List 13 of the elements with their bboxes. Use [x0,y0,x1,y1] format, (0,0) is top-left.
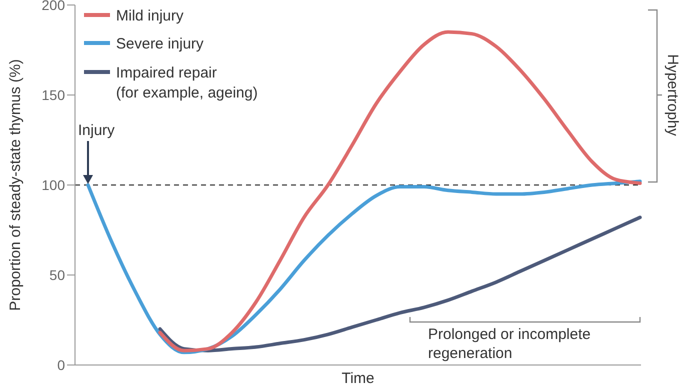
legend-label: Severe injury [116,35,204,52]
annotation: Injury [78,122,116,139]
text: Hypertrophy [664,54,681,136]
legend-label: Impaired repair (for example, ageing) [116,64,258,102]
y-tick-label: 50 [49,266,66,283]
annotation: Prolonged or incomplete regeneration [428,326,591,362]
y-axis-title: Proportion of steady-state thymus (%) [7,59,24,311]
y-tick-label: 200 [42,0,66,13]
legend-label: Mild injury [116,7,184,24]
y-tick-label: 150 [42,86,66,103]
y-tick-label: 100 [42,176,66,193]
y-tick-label: 0 [57,356,66,373]
x-axis-title: Time [342,370,374,387]
